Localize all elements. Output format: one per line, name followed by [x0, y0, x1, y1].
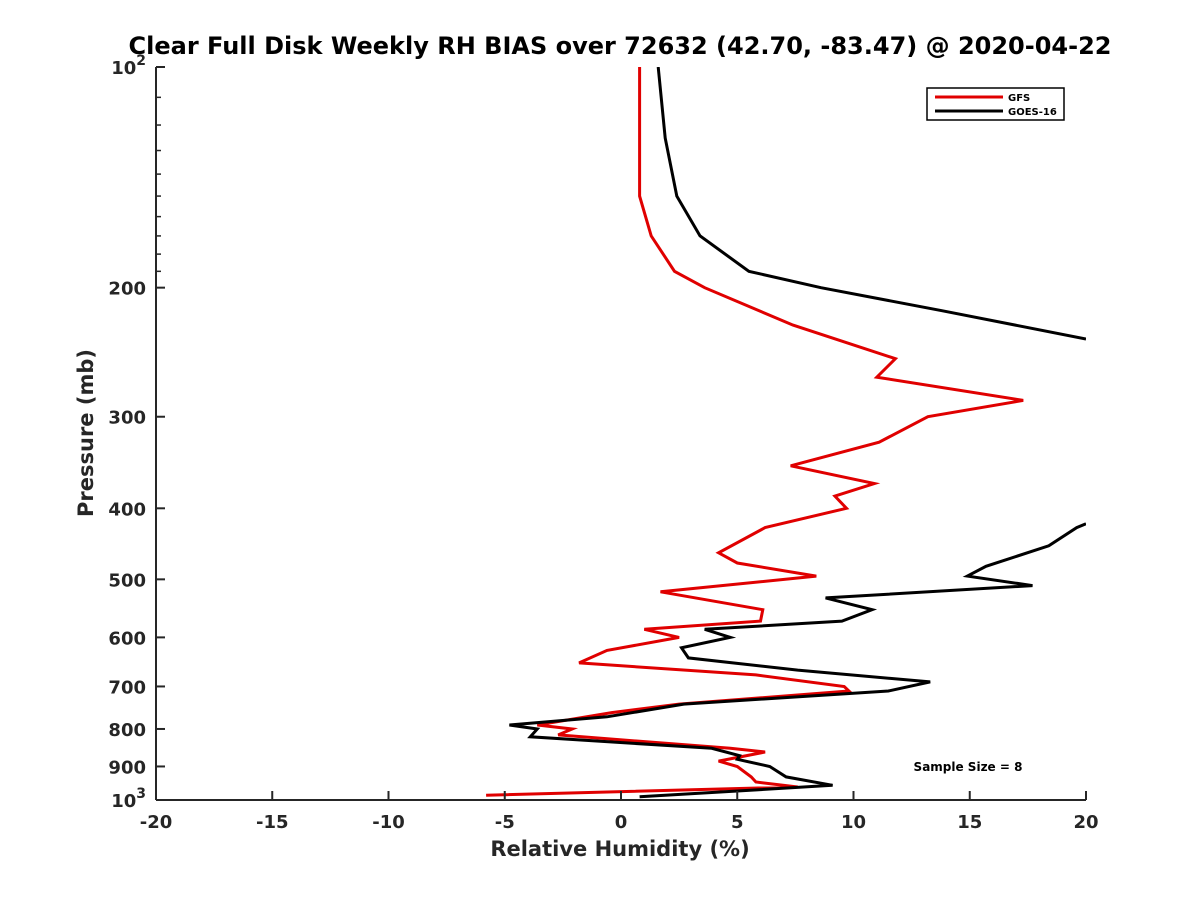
legend-box	[926, 87, 1065, 121]
sample-size-annotation: Sample Size = 8	[914, 760, 1023, 774]
x-tick-label: 15	[957, 812, 982, 833]
y-tick-label: 200	[108, 279, 146, 300]
series-line-gfs-0	[486, 67, 1024, 797]
x-axis-label: Relative Humidity (%)	[490, 837, 749, 861]
legend-label-gfs: GFS	[1008, 93, 1030, 104]
y-tick-label: 103	[111, 786, 146, 812]
legend-label-goes16: GOES-16	[1008, 107, 1057, 118]
y-tick-labels: 102 200 300 400 500 600 700 800 900 103	[108, 53, 146, 812]
y-tick-label: 300	[108, 408, 146, 429]
y-tick-label: 600	[108, 628, 146, 649]
series-layer	[486, 67, 1086, 799]
x-tick-label: -15	[256, 812, 289, 833]
y-tick-label: 500	[108, 570, 146, 591]
y-tick-label: 800	[108, 720, 146, 741]
series-line-goes-16-2	[509, 522, 1086, 799]
y-tick-label: 102	[111, 53, 146, 79]
chart-title: Clear Full Disk Weekly RH BIAS over 7263…	[129, 32, 1112, 60]
y-tick-label: 700	[108, 677, 146, 698]
y-tick-label: 900	[108, 757, 146, 778]
series-line-goes-16-1	[656, 67, 1086, 341]
x-tick-label: -5	[495, 812, 515, 833]
x-tick-label: 10	[841, 812, 866, 833]
y-axis-label: Pressure (mb)	[74, 349, 98, 517]
y-tick-label: 400	[108, 499, 146, 520]
x-tick-label: 20	[1073, 812, 1098, 833]
x-tick-label: -20	[140, 812, 173, 833]
x-tick-label: 5	[731, 812, 744, 833]
legend: GFS GOES-16	[926, 87, 1065, 121]
axes	[155, 66, 1087, 801]
x-tick-labels: -20 -15 -10 -5 0 5 10 15 20	[140, 812, 1099, 833]
x-tick-label: 0	[615, 812, 628, 833]
x-tick-label: -10	[372, 812, 405, 833]
